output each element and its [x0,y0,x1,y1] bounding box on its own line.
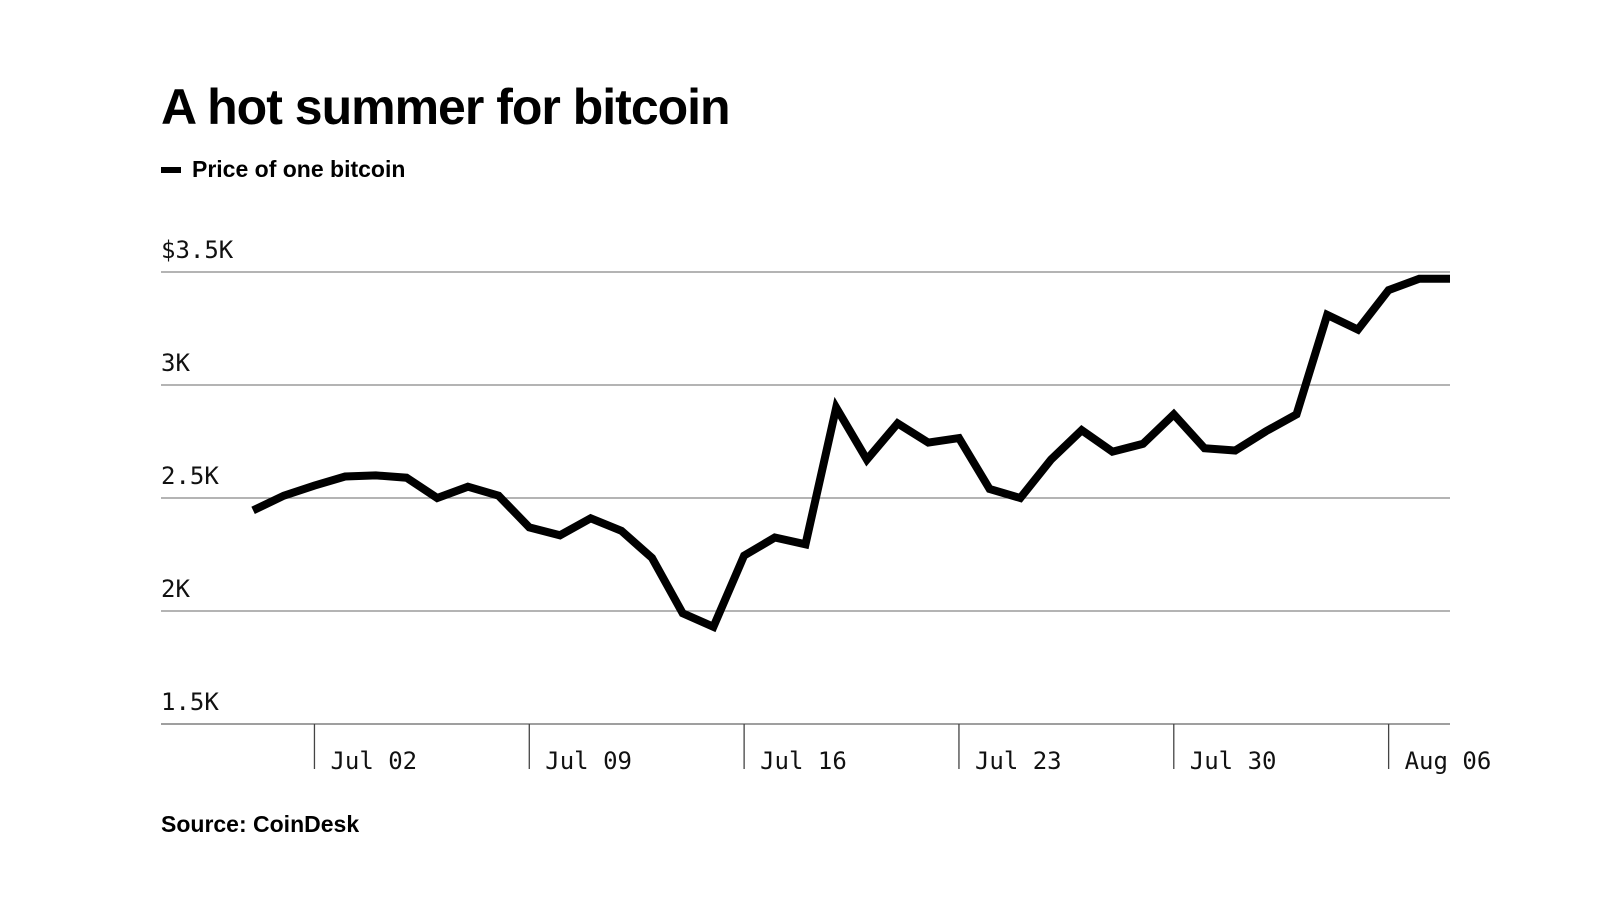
y-axis: $3.5K 3K 2.5K 2K 1.5K [161,236,234,716]
y-tick-label: 1.5K [161,688,219,716]
x-tick-label: Aug 06 [1405,747,1492,775]
legend: Price of one bitcoin [161,156,405,183]
x-tick-label: Jul 30 [1190,747,1277,775]
source-note: Source: CoinDesk [161,811,360,837]
x-tick-label: Jul 02 [330,747,417,775]
x-tick-label: Jul 23 [975,747,1062,775]
y-tick-label: 2.5K [161,462,219,490]
x-tick-label: Jul 09 [545,747,632,775]
series-line [251,274,1450,633]
y-tick-label: 2K [161,575,190,603]
series-layer [251,274,1450,633]
legend-label: Price of one bitcoin [192,156,406,182]
y-tick-label: 3K [161,349,190,377]
x-axis: Jul 02 Jul 09 Jul 16 Jul 23 Jul 30 Aug 06 [313,724,1492,775]
x-tick-label: Jul 16 [760,747,847,775]
y-tick-label: $3.5K [161,236,234,264]
legend-swatch [161,166,181,173]
grid-lines [161,271,1450,725]
chart-title: A hot summer for bitcoin [161,79,731,135]
